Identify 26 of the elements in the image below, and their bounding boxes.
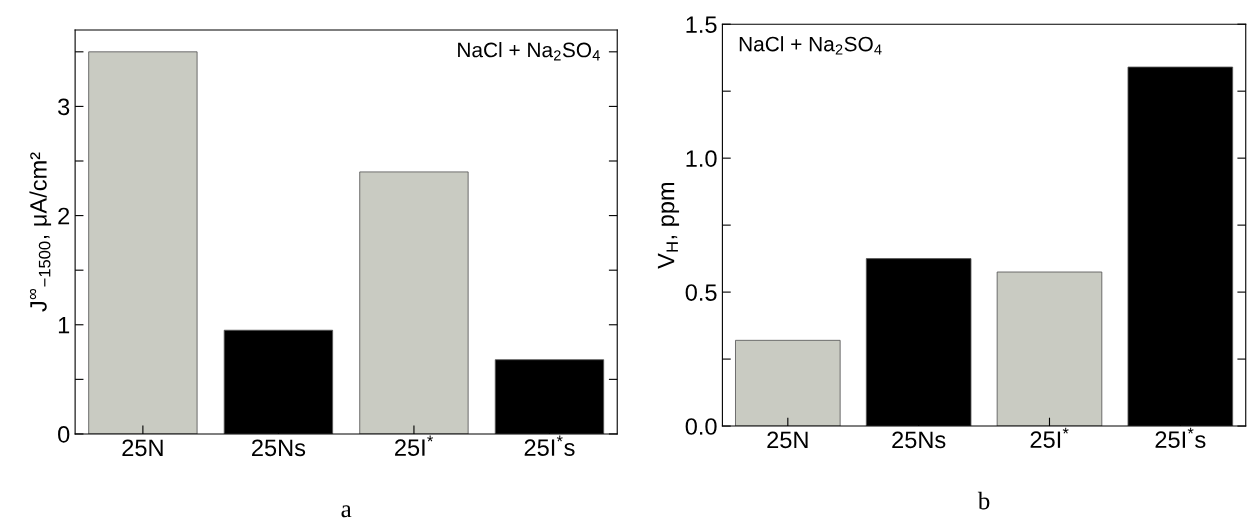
y-axis-title: J$^{∞}$$_{−1500}$, μA/cm²: [29, 152, 52, 312]
bar: [359, 171, 469, 434]
x-tick-label: 25N: [122, 439, 163, 457]
y-tick-label: 1: [58, 317, 70, 334]
y-axis-title: V$_{H}$, ppm: [657, 182, 680, 269]
x-axis-title: b: [977, 491, 990, 510]
y-tick-label: 0.5: [685, 284, 717, 301]
bar: [735, 339, 841, 427]
x-tick-label: 25I$^{*}$: [395, 435, 434, 456]
x-tick-label: 25Ns: [892, 431, 946, 449]
y-tick-label: 0.0: [685, 418, 717, 435]
y-tick-label: 1.0: [686, 150, 717, 167]
x-axis-title: a: [341, 505, 352, 518]
y-tick-label: 1.5: [686, 16, 717, 33]
annotation: NaCl + Na$_{2}$SO$_{4}$: [739, 36, 882, 55]
y-tick-label: 2: [58, 207, 70, 225]
y-tick-label: 0: [58, 426, 70, 443]
x-tick-label: 25N: [767, 431, 808, 449]
bar: [996, 271, 1103, 427]
x-tick-label: 25I$^{*}$: [1030, 427, 1069, 449]
x-tick-label: 25Ns: [252, 439, 306, 457]
y-tick-label: 3: [58, 98, 70, 116]
x-tick-label: 25I$^{*}$s: [524, 435, 575, 456]
annotation: NaCl + Na$_{2}$SO$_{4}$: [458, 41, 600, 61]
x-tick-label: 25I$^{*}$s: [1155, 427, 1206, 449]
bar: [88, 51, 198, 434]
